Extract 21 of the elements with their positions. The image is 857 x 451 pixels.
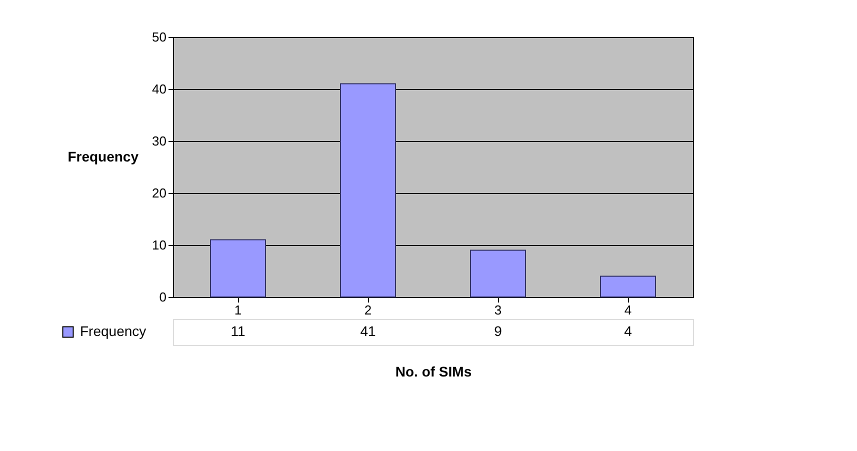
x-tick-label: 1 <box>234 302 242 318</box>
x-tick-label: 3 <box>494 302 502 318</box>
y-tick-label: 40 <box>152 82 166 96</box>
bar <box>470 250 526 298</box>
data-label: 4 <box>624 323 632 339</box>
y-tick-label: 30 <box>152 134 166 148</box>
data-label: 41 <box>360 323 376 339</box>
x-tick-label: 2 <box>364 302 372 318</box>
x-tick-label: 4 <box>624 302 632 318</box>
y-tick-label: 20 <box>152 186 166 200</box>
y-tick-label: 0 <box>159 290 166 304</box>
y-axis-title: Frequency <box>68 148 139 164</box>
x-axis-title: No. of SIMs <box>395 364 472 380</box>
bar <box>210 239 266 298</box>
y-tick-label: 50 <box>152 30 166 44</box>
legend-label: Frequency <box>80 323 146 339</box>
data-label: 9 <box>494 323 502 339</box>
bar <box>600 276 656 298</box>
y-tick-label: 10 <box>152 238 166 252</box>
bar <box>340 83 396 298</box>
data-label: 11 <box>230 323 246 339</box>
